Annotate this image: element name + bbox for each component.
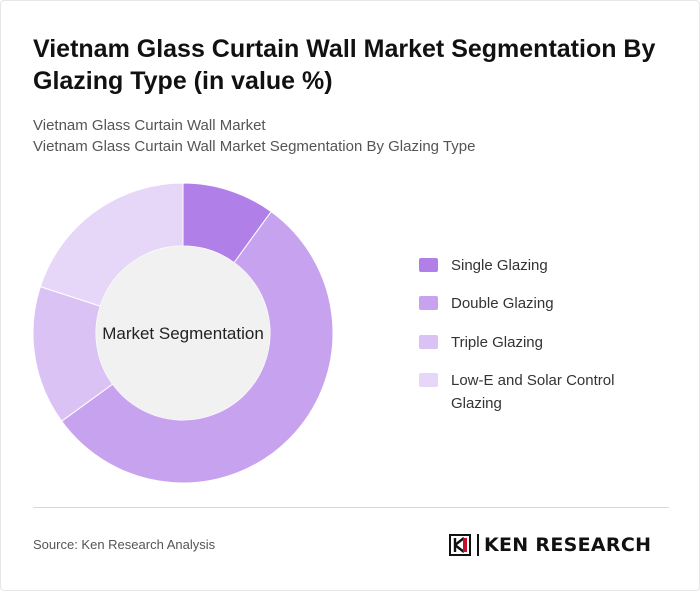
donut-slices xyxy=(32,182,334,484)
legend-label: Double Glazing xyxy=(451,295,554,312)
legend-swatch xyxy=(419,296,438,310)
ken-research-logo-icon xyxy=(449,534,471,556)
subtitle-line-2: Vietnam Glass Curtain Wall Market Segmen… xyxy=(33,138,476,155)
legend-item: Single Glazing xyxy=(419,254,651,277)
legend-label: Single Glazing xyxy=(451,257,548,274)
legend-item: Low-E and Solar Control Glazing xyxy=(419,369,651,415)
source-note: Source: Ken Research Analysis xyxy=(33,537,216,552)
ken-research-logo: KEN RESEARCH xyxy=(449,533,651,557)
legend-label: Low-E and Solar Control Glazing xyxy=(451,372,615,412)
legend-swatch xyxy=(419,258,438,272)
donut-center-label: Market Segmentation xyxy=(102,324,264,343)
legend-item: Double Glazing xyxy=(419,292,651,315)
legend-item: Triple Glazing xyxy=(419,331,651,354)
legend-label: Triple Glazing xyxy=(451,334,543,351)
chart-title: Vietnam Glass Curtain Wall Market Segmen… xyxy=(33,35,656,95)
donut-slice-double-glazing xyxy=(60,210,334,484)
logo-text: KEN RESEARCH xyxy=(484,534,652,556)
legend-swatch xyxy=(419,373,438,387)
logo-separator xyxy=(477,534,479,556)
subtitle-line-1: Vietnam Glass Curtain Wall Market xyxy=(33,117,266,134)
donut-center xyxy=(96,246,270,420)
legend-swatch xyxy=(419,335,438,349)
footer-divider xyxy=(33,507,669,508)
chart-subtitle: Vietnam Glass Curtain Wall Market Vietna… xyxy=(33,115,475,157)
